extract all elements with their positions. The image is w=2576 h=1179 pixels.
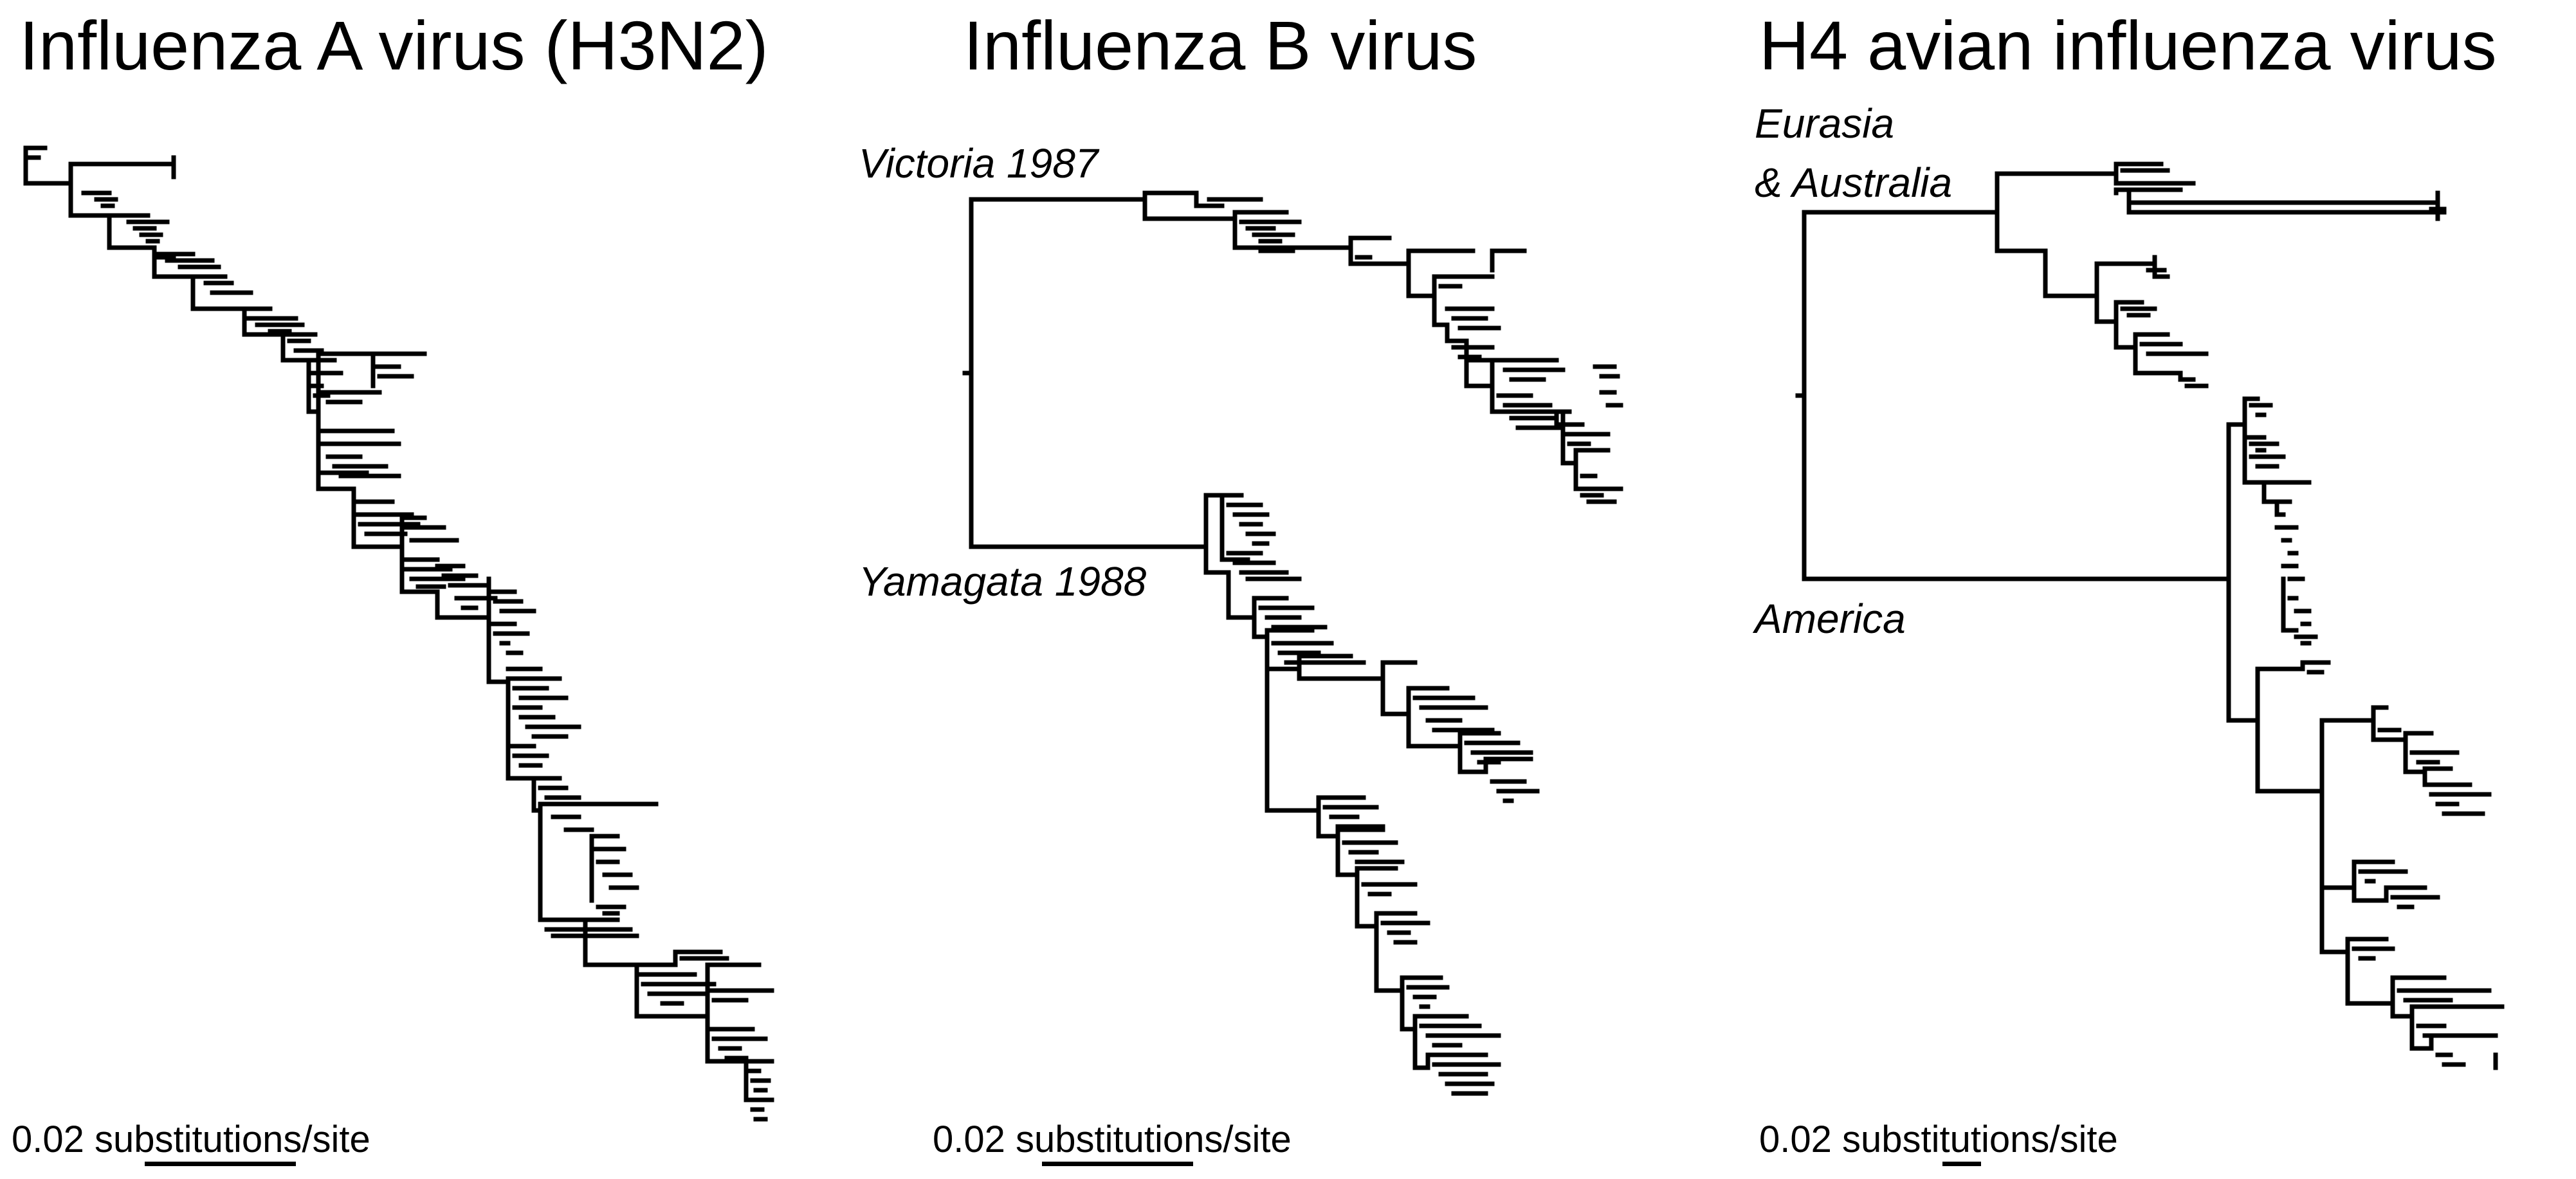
clade-label-australia: & Australia <box>1755 160 1953 206</box>
scale-bar-label: 0.02 substitutions/site <box>12 1119 370 1160</box>
clade-label-eurasia: Eurasia <box>1755 100 1894 147</box>
tree-victoria-clade <box>1142 190 1623 504</box>
scale-bar <box>1042 1162 1193 1166</box>
tree-america-clade <box>2226 396 2505 1067</box>
scale-bar <box>1942 1162 1981 1166</box>
tree-eurasia-clade <box>1995 161 2447 388</box>
phylogenetic-tree-influenza-b <box>962 190 1623 1096</box>
tree-root <box>1795 210 2231 581</box>
panel-title: Influenza B virus <box>964 6 1477 84</box>
panel-influenza-a: Influenza A virus (H3N2) 0.02 substituti… <box>0 0 849 1179</box>
panel-title: H4 avian influenza virus <box>1759 6 2497 84</box>
phylogenetic-tree-influenza-a <box>23 145 774 1122</box>
tree-yamagata-clade <box>1203 493 1540 1096</box>
clade-label-victoria: Victoria 1987 <box>859 140 1099 187</box>
panel-title: Influenza A virus (H3N2) <box>19 6 769 84</box>
scale-bar <box>145 1162 296 1166</box>
panel-h4-avian: H4 avian influenza virus Eurasia & Austr… <box>1730 0 2576 1179</box>
phylogenetic-tree-h4-avian <box>1795 161 2505 1070</box>
scale-bar-label: 0.02 substitutions/site <box>1759 1119 2118 1160</box>
clade-label-america: America <box>1755 596 1906 642</box>
panel-influenza-b: Influenza B virus Victoria 1987 Yamagata… <box>849 0 1730 1179</box>
tree-side-branches <box>23 145 774 1122</box>
clade-label-yamagata: Yamagata 1988 <box>859 558 1147 605</box>
tree-backbone <box>23 145 749 1102</box>
scale-bar-label: 0.02 substitutions/site <box>933 1119 1292 1160</box>
tree-root <box>962 197 1209 549</box>
